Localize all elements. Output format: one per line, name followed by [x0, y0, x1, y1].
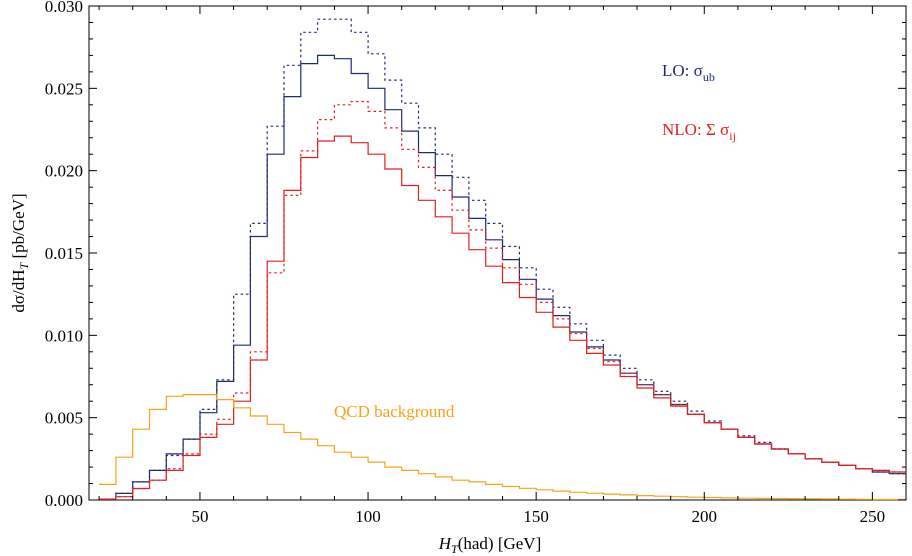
y-tick-label: 0.025: [45, 79, 83, 98]
x-axis-title-sub: T: [451, 542, 459, 556]
annotation-lo-sub: ub: [703, 70, 715, 84]
series-line-nlo-solid: [99, 135, 906, 500]
x-tick-label: 250: [860, 507, 886, 526]
plot-border: [88, 5, 907, 501]
y-axis-title: dσ/dHT [pb/GeV]: [9, 193, 31, 312]
y-axis-title-part: dσ/dH: [9, 269, 28, 312]
annotation-lo-text: LO: σ: [662, 61, 703, 80]
y-axis-title-unit: [pb/GeV]: [9, 193, 28, 262]
x-tick-label: 50: [191, 507, 208, 526]
x-tick-label: 100: [355, 507, 381, 526]
annotation-nlo-text: NLO: Σ σ: [662, 120, 729, 139]
series-line-qcd-background: [99, 394, 906, 501]
annotation-lo: LO: σub: [662, 61, 715, 84]
plot-frame: [88, 5, 907, 501]
y-tick-label: 0.010: [45, 326, 83, 345]
x-axis-title-rest: (had) [GeV]: [458, 534, 542, 553]
x-axis-title-var: H: [438, 534, 453, 553]
y-tick-label: 0.005: [45, 409, 83, 428]
y-axis-title-sub: T: [17, 261, 31, 269]
y-tick-label: 0.030: [45, 0, 83, 16]
annotation-nlo: NLO: Σ σij: [662, 120, 736, 143]
y-tick-label: 0.015: [45, 244, 83, 263]
series-line-nlo-dotted: [99, 100, 906, 500]
y-tick-label: 0.000: [45, 491, 83, 510]
ticks-layer: 50 100 150 200 250 0.000 0.005 0.010 0.015 0.020 0…: [45, 0, 907, 526]
annotation-qcd-background: QCD background: [334, 402, 455, 421]
series-layer: [99, 18, 906, 501]
annotation-nlo-sub: ij: [729, 129, 736, 143]
x-tick-label: 200: [692, 507, 718, 526]
x-axis-title: HT(had) [GeV]: [438, 534, 542, 556]
x-tick-label: 150: [523, 507, 549, 526]
y-tick-label: 0.020: [45, 162, 83, 181]
